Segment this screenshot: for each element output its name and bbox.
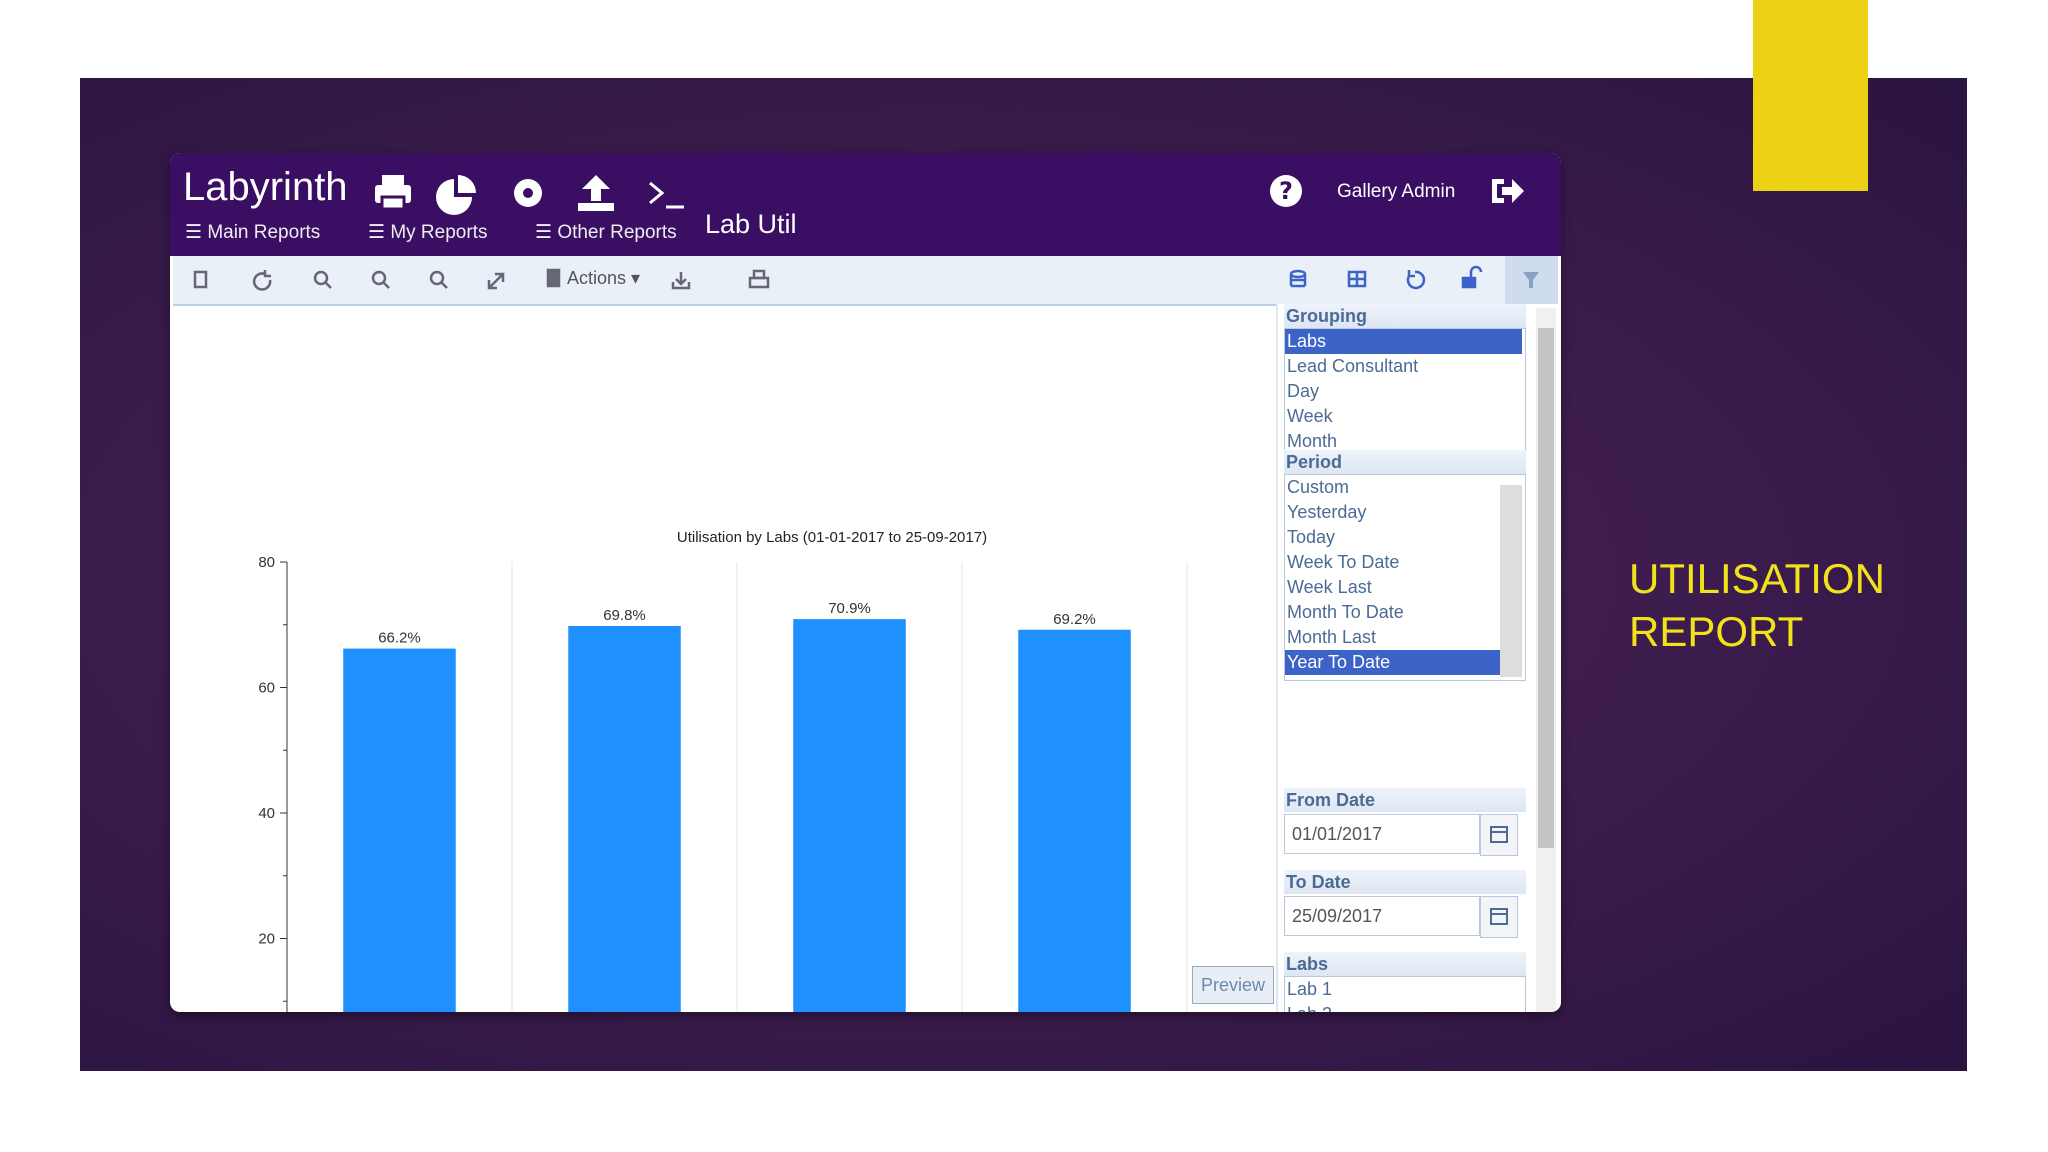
- slide-title: UTILISATION REPORT: [1629, 555, 1885, 655]
- nav-label: My Reports: [390, 222, 488, 243]
- date-input[interactable]: 01/01/2017: [1284, 814, 1480, 854]
- tool-icon[interactable]: [671, 272, 691, 290]
- tool-icon[interactable]: [546, 268, 561, 288]
- list-item[interactable]: Week Last: [1287, 577, 1372, 597]
- list-item[interactable]: Today: [1287, 527, 1336, 547]
- list-item[interactable]: Month To Date: [1287, 602, 1404, 622]
- tool-icon[interactable]: [487, 272, 505, 290]
- toolbar-icons: Actions ▾: [193, 256, 1558, 304]
- list-box: [1284, 474, 1526, 681]
- value-label: 69.8%: [603, 607, 646, 624]
- list-item[interactable]: Lab 1: [1287, 979, 1333, 999]
- y-tick-label: 80: [258, 554, 275, 571]
- value-label: 69.2%: [1053, 611, 1096, 628]
- bar: [343, 648, 456, 1012]
- list-box: [1284, 976, 1526, 1012]
- nav-link[interactable]: ☰ My Reports: [368, 222, 488, 243]
- tool-icon[interactable]: [193, 270, 208, 289]
- calendar-button[interactable]: [1480, 896, 1518, 938]
- console-icon[interactable]: [649, 181, 684, 209]
- tool-icon[interactable]: [1289, 269, 1307, 279]
- y-tick-label: 60: [258, 680, 275, 697]
- chart: Utilisation by Labs (01-01-2017 to 25-09…: [258, 529, 1188, 1012]
- section-label: Period: [1284, 450, 1526, 474]
- nav-link[interactable]: ☰ Main Reports: [185, 222, 321, 243]
- user-name[interactable]: Gallery Admin: [1337, 181, 1456, 202]
- nav-link[interactable]: ☰ Other Reports: [535, 222, 677, 243]
- list-item[interactable]: Custom: [1287, 477, 1350, 497]
- calendar-button[interactable]: [1480, 814, 1518, 856]
- value-label: 70.9%: [828, 600, 871, 617]
- nav-label: Main Reports: [207, 222, 321, 243]
- tool-icon[interactable]: [1406, 270, 1426, 290]
- value-label: 66.2%: [378, 630, 421, 647]
- tool-icon[interactable]: [371, 270, 387, 286]
- list-item[interactable]: Month: [1287, 431, 1338, 451]
- tool-icon[interactable]: [429, 270, 445, 286]
- header: Labyrinth ☰ Main Reports ☰ My Reports ☰ …: [170, 153, 1561, 256]
- bar: [793, 619, 906, 1012]
- list-item[interactable]: Lab 2: [1285, 1002, 1522, 1012]
- header-icons: [375, 175, 684, 215]
- list-scrollbar: [1500, 485, 1522, 677]
- actions-label: Actions: [567, 268, 626, 288]
- pie-icon[interactable]: [436, 175, 476, 215]
- tool-icon[interactable]: [313, 270, 329, 286]
- toolbar: Actions ▾: [173, 256, 1558, 306]
- app-window: Labyrinth ☰ Main Reports ☰ My Reports ☰ …: [170, 153, 1561, 1012]
- list-item[interactable]: Yesterday: [1287, 502, 1367, 522]
- section-label: Grouping: [1284, 304, 1526, 328]
- svg-text:?: ?: [1279, 177, 1293, 205]
- accent-block: [1753, 0, 1868, 191]
- preview-button[interactable]: Preview: [1192, 966, 1274, 1004]
- page-name: Lab Util: [705, 209, 797, 239]
- list-item[interactable]: Week: [1287, 406, 1333, 426]
- tool-icon[interactable]: [252, 270, 272, 291]
- list-item[interactable]: Lead Consultant: [1287, 356, 1419, 376]
- actions-menu[interactable]: Actions ▾: [567, 268, 640, 288]
- y-tick-label: 20: [258, 931, 275, 948]
- nav-label: Other Reports: [557, 222, 677, 243]
- tool-icon[interactable]: [748, 276, 770, 289]
- bar: [568, 626, 681, 1012]
- list-item[interactable]: Month Last: [1287, 627, 1377, 647]
- section-label: From Date: [1284, 788, 1526, 812]
- date-input[interactable]: 25/09/2017: [1284, 896, 1480, 936]
- list-item[interactable]: Labs: [1285, 329, 1522, 354]
- help-icon[interactable]: ?: [1268, 173, 1308, 213]
- logout-icon[interactable]: [1488, 173, 1528, 213]
- list-item[interactable]: Year To Date: [1285, 650, 1522, 675]
- brand[interactable]: Labyrinth: [183, 165, 348, 209]
- section-label: To Date: [1284, 870, 1526, 894]
- tool-icon[interactable]: [1461, 276, 1477, 289]
- bar: [1018, 629, 1131, 1012]
- chart-title: Utilisation by Labs (01-01-2017 to 25-09…: [677, 529, 987, 546]
- section-label: Labs: [1284, 952, 1526, 976]
- list-item[interactable]: Day: [1287, 381, 1320, 401]
- upload-icon[interactable]: [578, 175, 614, 211]
- scrollbar[interactable]: [1536, 308, 1556, 1012]
- y-tick-label: 40: [258, 805, 275, 822]
- list-item[interactable]: Week To Date: [1287, 552, 1400, 572]
